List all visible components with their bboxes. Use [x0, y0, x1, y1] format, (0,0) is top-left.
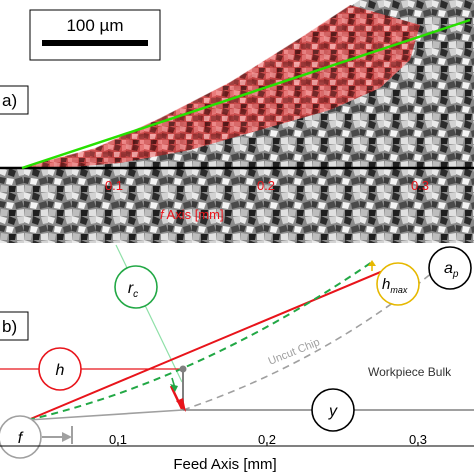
panel-b: Uncut Chip Workpiece Bulk b) h rc hmax a…: [0, 243, 474, 474]
f-circle: [0, 415, 42, 459]
ap-base: a: [444, 260, 453, 277]
ap-sub: p: [452, 269, 459, 280]
a-axis-label-f: f: [160, 207, 165, 222]
rc-circle-text: rc: [128, 280, 138, 300]
a-tick-0.3: 0.3: [411, 178, 429, 193]
workpiece-bulk-label: Workpiece Bulk: [368, 365, 452, 379]
f-arrow-head: [62, 432, 72, 442]
chip-boundary-curve: [27, 261, 373, 421]
panel-b-label: b): [2, 317, 17, 336]
b-tick-0.2: 0.2: [258, 432, 276, 447]
chip-outline: [21, 4, 351, 168]
h-arrow-head: [176, 398, 186, 412]
tangent-line: [21, 18, 471, 170]
hmax-circle-text: hmax: [382, 276, 408, 295]
workpiece-baseline: [27, 409, 184, 421]
uncut-chip-region: [22, 5, 420, 168]
cutting-edge-line: [27, 267, 391, 421]
h-circle: [38, 347, 82, 391]
feed-axis-label: Feed Axis [mm]: [173, 456, 276, 473]
hmax-base: h: [382, 276, 390, 293]
rc-circle: [114, 265, 158, 309]
scale-bar-box: [29, 9, 161, 61]
a-axis-label: f Axis [mm]: [160, 207, 224, 222]
h-circle-text: h: [56, 362, 65, 379]
y-circle-text: y: [328, 403, 338, 420]
rc-small-arrow-head: [170, 384, 178, 392]
b-tick-0.1: 0.1: [109, 432, 127, 447]
b-tick-0.3: 0.3: [409, 432, 427, 447]
panel-b-label-box: [0, 311, 29, 341]
ap-circle: [428, 246, 472, 290]
cut-point: [179, 365, 187, 373]
hmax-circle: [376, 262, 420, 306]
a-tick-0.2: 0.2: [257, 178, 275, 193]
a-axis-label-rest: Axis [mm]: [164, 207, 224, 222]
hmax-sub: max: [390, 285, 408, 295]
scale-bar: [42, 40, 148, 46]
panel-a-label: a): [2, 91, 17, 110]
panel-a-label-box: [0, 85, 29, 115]
ap-circle-text: ap: [444, 260, 459, 280]
a-tick-0.1: 0.1: [105, 178, 123, 193]
y-circle: [311, 388, 355, 432]
f-circle-text: f: [18, 430, 24, 447]
scale-bar-text: 100 µm: [66, 16, 123, 35]
hmax-arrow-head: [368, 260, 376, 266]
panel-a: 100 µm a) 0.1 0.2 0.3 f Axis [mm]: [0, 0, 474, 243]
workpiece-boundary-curve: [182, 261, 446, 411]
rc-sub: c: [133, 289, 138, 300]
rc-base: r: [128, 280, 134, 297]
